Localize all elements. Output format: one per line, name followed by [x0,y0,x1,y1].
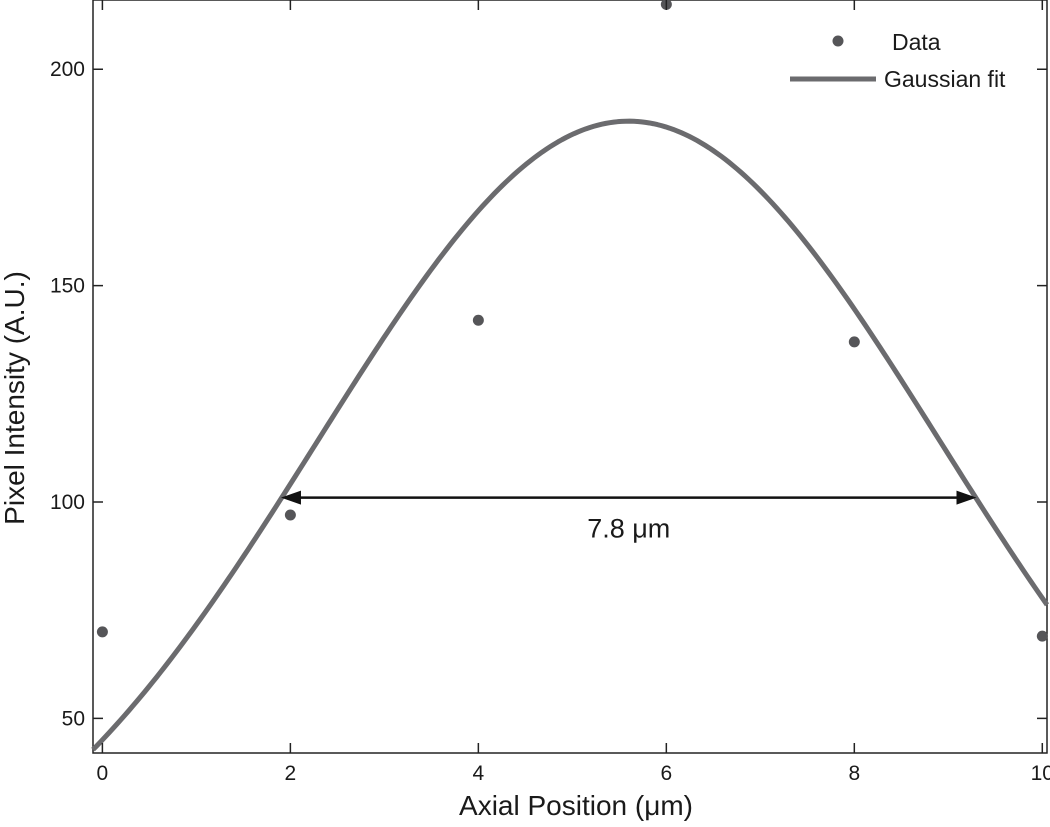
y-tick-label-2: 150 [50,275,85,298]
x-tick-label-1: 2 [285,762,297,785]
x-tick-label-3: 6 [660,762,672,785]
legend: Data Gaussian fit [790,29,1006,92]
x-tick-label-4: 8 [848,762,860,785]
legend-data-label: Data [892,29,941,55]
x-axis-label: Axial Position (μm) [459,790,693,821]
data-point-1 [284,509,296,521]
fwhm-arrow-head-left [280,490,301,505]
y-axis-label: Pixel Intensity (A.U.) [0,271,30,525]
y-tick-label-0: 50 [62,707,85,730]
annotation-layer: 7.8 μm [280,490,977,544]
data-points-layer [96,0,1048,642]
data-point-0 [96,626,108,638]
y-tick-label-1: 100 [50,491,85,514]
x-tick-label-2: 4 [473,762,485,785]
fwhm-arrow-head-right [956,490,977,505]
data-point-4 [848,336,860,348]
data-point-5 [1036,630,1048,642]
legend-fit-label: Gaussian fit [884,66,1006,92]
gaussian-fit-layer [91,118,1050,752]
data-point-2 [472,314,484,326]
x-tick-label-0: 0 [97,762,109,785]
axis-ticks-layer: 0 2 4 6 8 10 50 100 150 200 [50,0,1050,785]
legend-data-marker [832,35,844,47]
gaussian-fit-curve [91,118,1050,752]
plot-frame [92,0,1048,754]
x-tick-label-5: 10 [1031,762,1050,785]
y-tick-label-3: 200 [50,58,85,81]
fwhm-annotation-label: 7.8 μm [587,514,670,544]
